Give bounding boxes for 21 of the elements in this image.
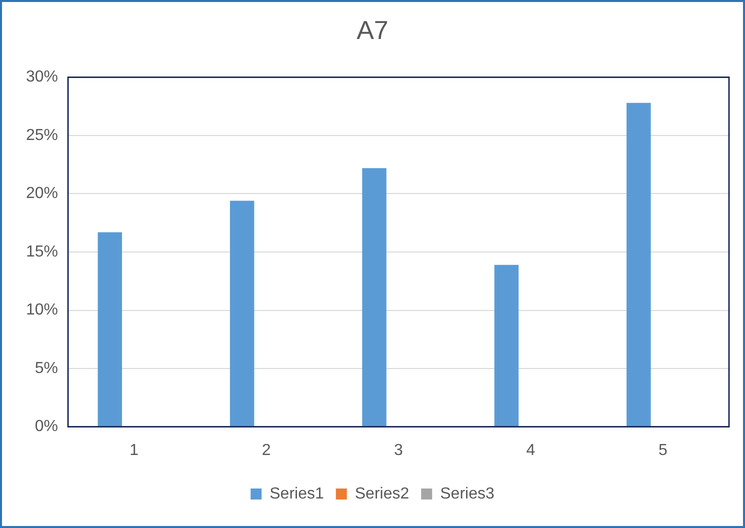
bar <box>98 232 122 426</box>
y-tick-label: 25% <box>26 126 58 144</box>
y-tick-label: 15% <box>26 243 58 260</box>
bar <box>626 102 651 426</box>
x-tick-label: 3 <box>394 442 404 459</box>
bar <box>362 168 386 426</box>
y-tick-label: 0% <box>34 418 58 436</box>
x-tick-label: 2 <box>262 442 271 459</box>
legend-label: Series2 <box>354 485 410 502</box>
y-tick-label: 5% <box>34 360 58 377</box>
chart-title: A7 <box>356 14 388 45</box>
y-tick-label: 10% <box>26 302 58 319</box>
y-tick-label: 30% <box>26 68 58 86</box>
x-tick-label: 5 <box>658 442 668 459</box>
legend-label: Series3 <box>440 485 494 502</box>
bar <box>230 200 254 426</box>
x-tick-label: 4 <box>526 442 536 459</box>
y-tick-label: 20% <box>26 185 58 202</box>
x-tick-label: 1 <box>130 442 139 459</box>
bar <box>494 264 519 426</box>
legend-label: Series1 <box>270 485 324 502</box>
